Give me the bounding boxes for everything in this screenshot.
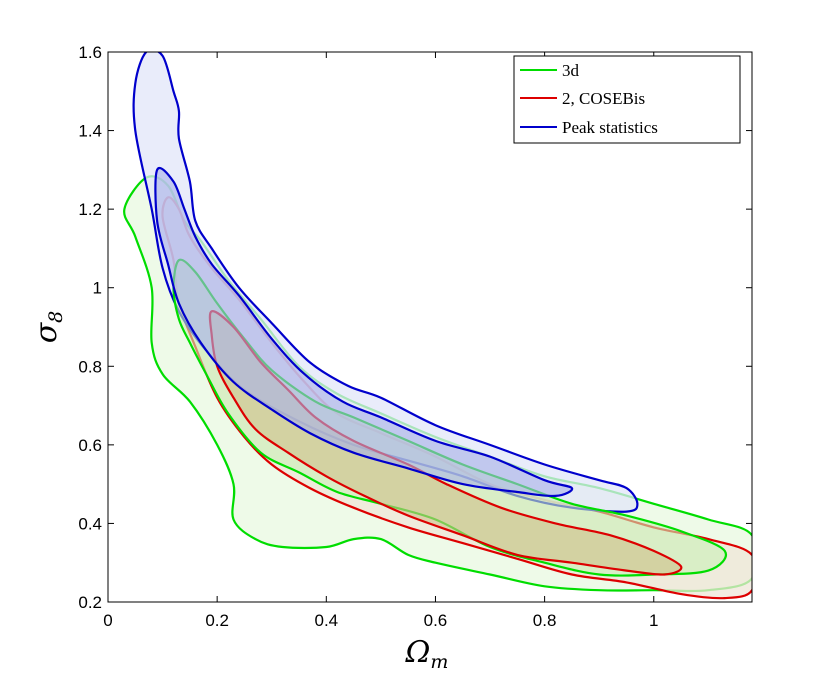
x-tick-label: 0.8 (533, 611, 557, 630)
y-tick-label: 1.4 (78, 122, 102, 141)
axis-ticks: 0 0.2 0.4 0.6 0.8 10.20.40.60.811.21.41.6 (78, 43, 752, 630)
x-tick-label: 1 (649, 611, 658, 630)
x-tick-label: 0.6 (424, 611, 448, 630)
y-tick-label: 1 (93, 279, 102, 298)
y-tick-label: 0.2 (78, 593, 102, 612)
x-tick-label: 0.2 (205, 611, 229, 630)
y-axis-label: σ8 (29, 311, 67, 344)
y-tick-label: 0.4 (78, 514, 102, 533)
x-tick-label: 0 (103, 611, 112, 630)
legend-label-3d: 3d (562, 61, 580, 80)
legend-label-cosebis: 2, COSEBis (562, 89, 645, 108)
legend-label-peak-statistics: Peak statistics (562, 118, 658, 137)
plot-frame (107, 51, 753, 603)
y-tick-label: 0.8 (78, 357, 102, 376)
x-tick-label: 0.4 (314, 611, 338, 630)
y-tick-label: 1.2 (78, 200, 102, 219)
y-tick-label: 0.6 (78, 436, 102, 455)
contour-layer (123, 52, 752, 600)
contour-peak-statistics-inner (154, 166, 574, 498)
y-tick-label: 1.6 (78, 43, 102, 62)
x-axis-label: Ωm (405, 635, 449, 673)
legend: 3d 2, COSEBis Peak statistics (513, 55, 741, 144)
